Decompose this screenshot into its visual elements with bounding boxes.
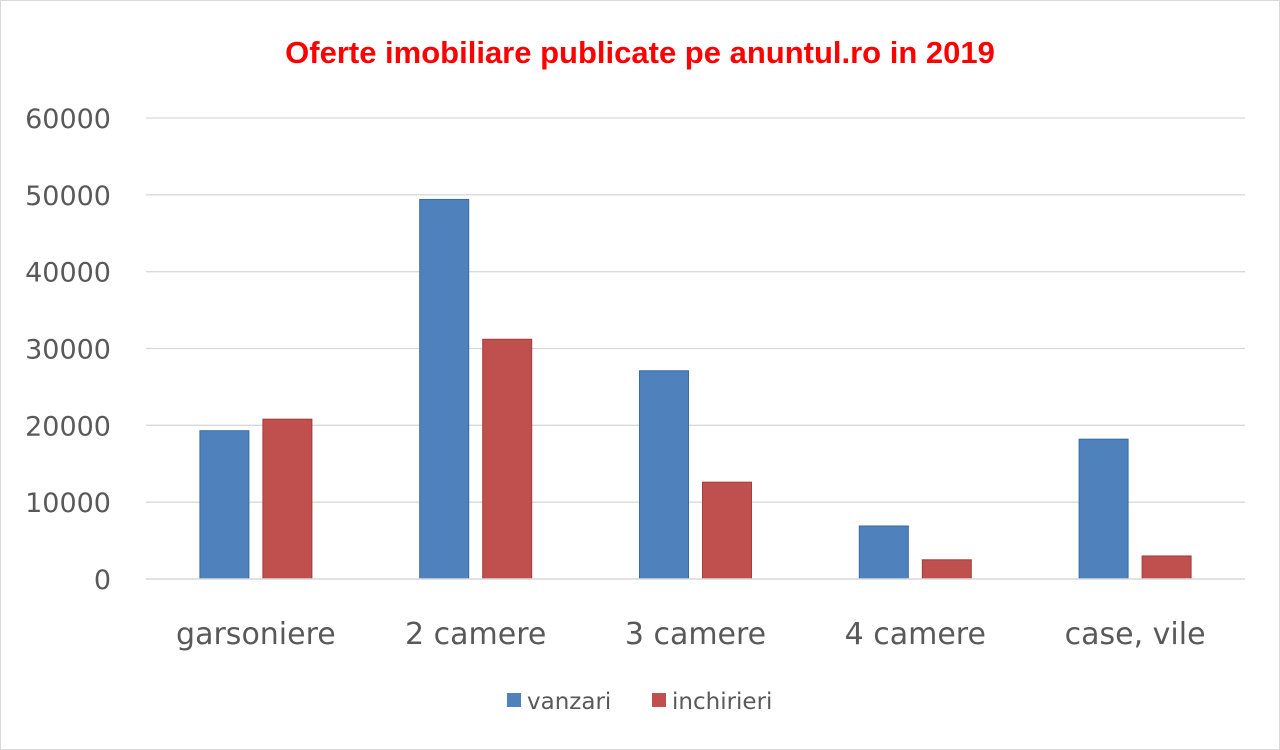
bars xyxy=(199,198,1192,580)
y-tick-label: 60000 xyxy=(25,104,111,135)
x-tick-label: 3 camere xyxy=(625,617,766,652)
y-tick-label: 0 xyxy=(94,565,111,596)
y-tick-label: 10000 xyxy=(25,488,111,519)
y-tick-label: 20000 xyxy=(25,411,111,442)
bar-inchirieri-2 xyxy=(702,481,752,580)
y-axis-ticks: 0 10000 20000 30000 40000 50000 60000 xyxy=(25,104,111,596)
y-tick-label: 40000 xyxy=(25,258,111,289)
bar-vanzari-4 xyxy=(1078,438,1129,580)
bar-vanzari-3 xyxy=(858,525,909,580)
bar-vanzari-1 xyxy=(419,198,470,580)
legend: vanzari inchirieri xyxy=(507,689,772,715)
bar-inchirieri-3 xyxy=(921,559,972,580)
y-tick-label: 30000 xyxy=(25,335,111,366)
x-tick-label: 4 camere xyxy=(845,617,986,652)
bar-inchirieri-0 xyxy=(262,418,313,580)
bar-vanzari-2 xyxy=(639,370,689,580)
legend-label-vanzari: vanzari xyxy=(527,689,611,715)
legend-swatch-inchirieri xyxy=(652,693,666,707)
chart-title: Oferte imobiliare publicate pe anuntul.r… xyxy=(285,35,995,70)
x-tick-label: garsoniere xyxy=(176,617,336,652)
x-tick-label: 2 camere xyxy=(405,617,546,652)
bar-inchirieri-4 xyxy=(1141,555,1192,580)
legend-label-inchirieri: inchirieri xyxy=(672,689,772,715)
bar-vanzari-0 xyxy=(199,430,250,580)
gridlines xyxy=(146,117,1245,503)
bar-inchirieri-1 xyxy=(482,338,533,580)
x-tick-label: case, vile xyxy=(1065,617,1206,652)
legend-swatch-vanzari xyxy=(507,693,521,707)
x-axis-ticks: garsoniere 2 camere 3 camere 4 camere case, … xyxy=(176,617,1206,652)
y-tick-label: 50000 xyxy=(25,181,111,212)
